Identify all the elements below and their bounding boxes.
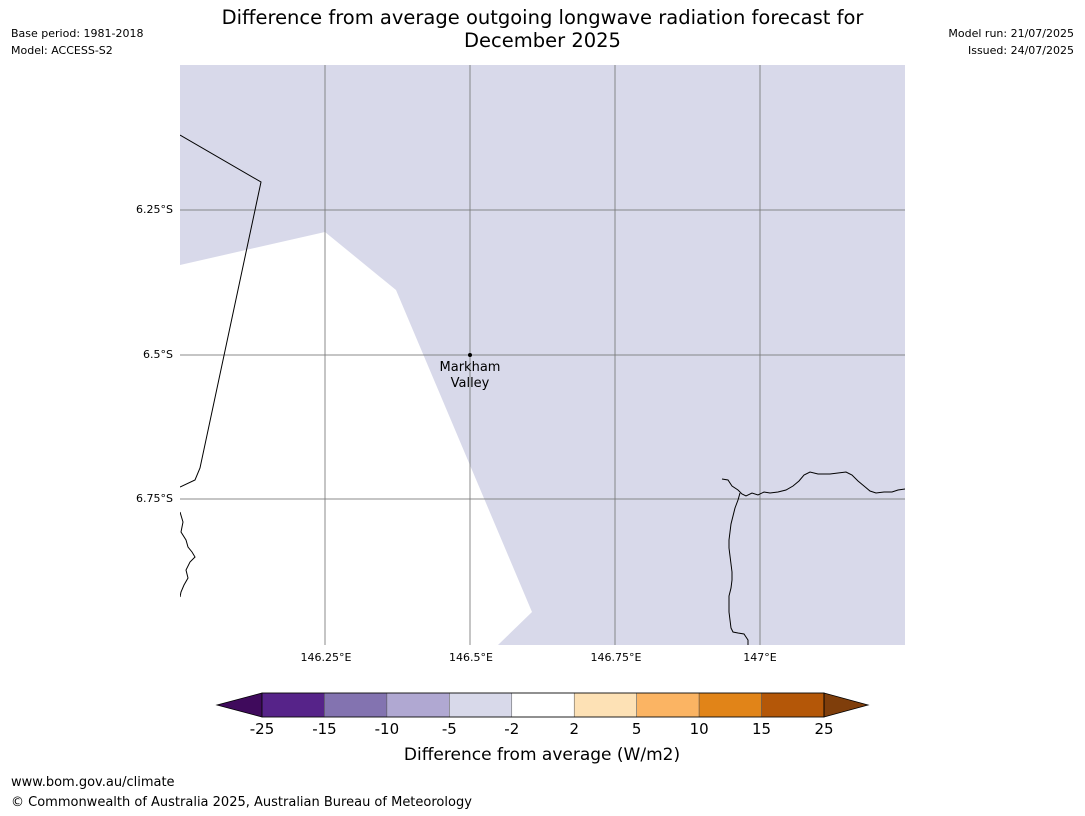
- colorbar-tick-label: 25: [814, 720, 834, 738]
- lat-label: 6.25°S: [136, 203, 173, 216]
- colorbar-label: Difference from average (W/m2): [403, 745, 681, 765]
- lat-label: 6.75°S: [136, 492, 173, 505]
- boundaries: [180, 134, 905, 645]
- header-meta-right: Model run: 21/07/2025 Issued: 24/07/2025: [948, 25, 1074, 59]
- colorbar-tick-label: -25: [249, 720, 275, 738]
- map-title: Difference from average outgoing longwav…: [180, 6, 905, 52]
- footer-url: www.bom.gov.au/climate: [11, 775, 175, 790]
- coastline-river-mouth: [728, 492, 749, 645]
- lon-label: 146.5°E: [449, 651, 493, 664]
- model-run-text: Model run: 21/07/2025: [948, 27, 1074, 40]
- title-line-1: Difference from average outgoing longwav…: [221, 6, 864, 29]
- lat-label: 6.5°S: [143, 348, 173, 361]
- issued-text: Issued: 24/07/2025: [967, 44, 1074, 57]
- place-name-line-2: Valley: [450, 376, 490, 391]
- colorbar-tick-label: -15: [312, 720, 337, 738]
- header-meta-left: Base period: 1981-2018 Model: ACCESS-S2: [11, 25, 143, 59]
- graticule: [180, 65, 905, 645]
- title-line-2: December 2025: [464, 29, 621, 52]
- place-label-markham-valley: Markham Valley: [440, 360, 501, 392]
- map: [180, 65, 905, 645]
- footer-copyright: © Commonwealth of Australia 2025, Austra…: [11, 795, 472, 810]
- colorbar-tick-label: 2: [569, 720, 579, 738]
- colorbar-tick-label: -5: [441, 720, 457, 738]
- place-name-line-1: Markham: [439, 360, 501, 375]
- location-marker: [468, 353, 472, 357]
- model-text: Model: ACCESS-S2: [11, 44, 113, 57]
- lon-label: 146.25°E: [300, 651, 352, 664]
- lon-label: 147°E: [743, 651, 777, 664]
- border-line: [180, 134, 262, 488]
- colorbar-tick-label: 5: [631, 720, 642, 738]
- coastline-west: [180, 511, 196, 598]
- colorbar-tick-label: 10: [689, 720, 709, 738]
- colorbar-tick-label: 15: [752, 720, 772, 738]
- colorbar-tick-label: -2: [504, 720, 520, 738]
- lon-label: 146.75°E: [590, 651, 642, 664]
- colorbar-tick-label: -10: [374, 720, 400, 738]
- coastline-east: [721, 471, 905, 497]
- base-period-text: Base period: 1981-2018: [11, 27, 144, 40]
